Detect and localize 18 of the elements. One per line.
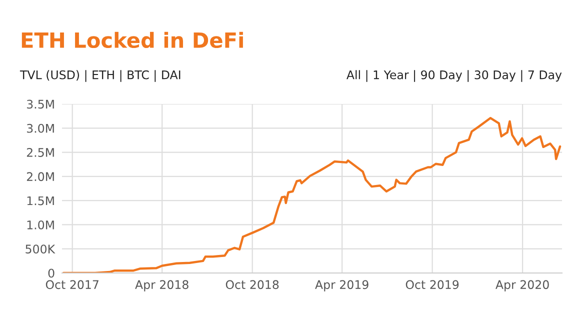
x-tick-label: Apr 2019 xyxy=(315,280,368,292)
y-tick-label: 1.0M xyxy=(27,220,54,230)
y-tick-label: 3.0M xyxy=(26,124,54,133)
y-tick-label: 500K xyxy=(26,244,56,254)
x-tick-label: Oct 2019 xyxy=(406,280,459,290)
x-tick-label: Oct 2018 xyxy=(226,280,279,290)
x-tick-label: Oct 2017 xyxy=(46,280,98,290)
line-series xyxy=(62,116,562,273)
y-tick-label: 1.5M xyxy=(27,196,54,206)
y-tick-label: 3.5M xyxy=(26,100,54,109)
y-tick-label: 2.5M xyxy=(26,148,54,157)
chart-title: ETH Locked in DeFi xyxy=(22,32,243,48)
text: TVL (USD) | ETH | BTC | DAI xyxy=(20,70,180,82)
y-tick-label: 2.0M xyxy=(26,172,54,182)
text: All | 1 Year | 90 Day | 30 Day | 7 Day xyxy=(346,70,562,82)
x-tick-label: Apr 2018 xyxy=(135,280,188,292)
y-tick-label: 0 xyxy=(48,268,54,278)
x-tick-label: Apr 2020 xyxy=(496,280,549,292)
